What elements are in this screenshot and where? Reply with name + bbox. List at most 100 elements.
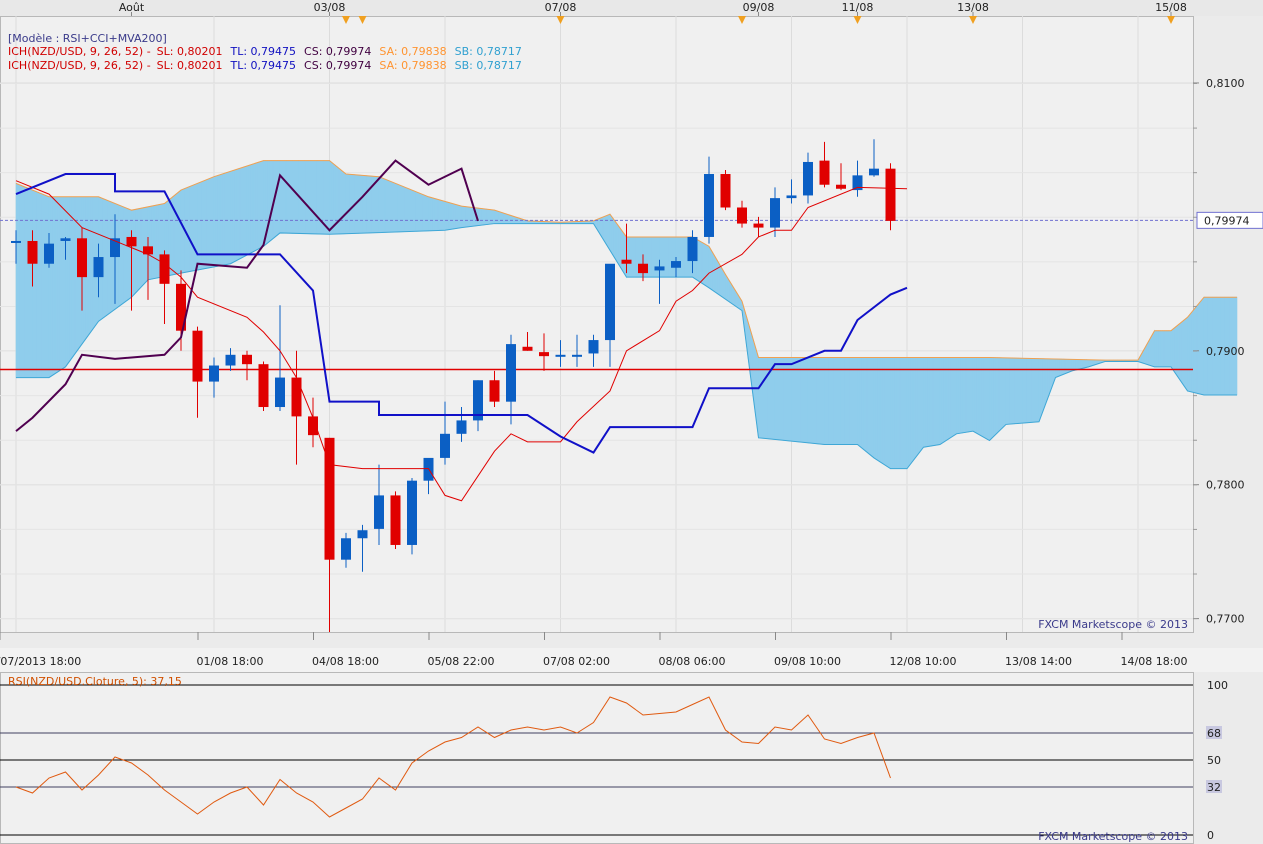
cloud-segment [1003,357,1007,428]
cloud-segment [36,191,42,378]
cloud-segment [397,183,405,233]
candle-body [473,380,483,421]
legend-sl: SL: 0,80201 [157,45,223,58]
cloud-segment [867,357,871,456]
cloud-segment [719,262,722,297]
rsi-level-label: 68 [1207,727,1221,740]
cloud-segment [941,357,945,444]
legend-sb: SB: 0,78717 [455,59,522,72]
cloud-segment [40,192,46,378]
candle-body [456,420,467,434]
cloud-segment [292,160,299,234]
cloud-segment [1079,359,1083,370]
cloud-segment [964,357,968,433]
candle-body [522,346,533,351]
cloud-segment [620,227,623,272]
cloud-segment [490,209,495,225]
cloud-segment [153,204,157,279]
cloud-segment [457,204,460,229]
cloud-segment [1178,321,1182,383]
cloud-segment [143,206,147,285]
top-axis-label: 07/08 [545,1,577,14]
cloud-segment [710,248,714,292]
candle-body [770,198,780,228]
cloud-segment [840,357,846,445]
cloud-segment [48,196,52,379]
cloud-segment [828,357,834,445]
cloud-segment [221,172,225,266]
cloud-segment [236,168,240,261]
candle-body [143,246,153,255]
cloud-segment [875,357,879,462]
cloud-segment [1183,318,1186,389]
candle-body [803,161,813,196]
cloud-segment [230,170,233,265]
chikou-line [15,159,479,432]
cloud-segment [331,161,334,235]
panel-separator [0,648,1263,672]
cloud-segment [1026,358,1032,424]
cloud-segment [415,191,423,232]
candle-body [374,495,384,529]
candle-body [621,259,632,264]
cloud-segment [607,213,611,252]
cloud-segment [178,189,182,274]
cloud-segment [908,357,912,467]
top-axis-label: 11/08 [842,1,874,14]
cloud-segment [343,171,347,235]
cloud-segment [896,357,900,469]
cloud-segment [362,175,367,234]
candle-body [506,344,516,402]
event-marker-icon [738,16,746,24]
cloud-segment [304,160,312,235]
cloud-segment [176,191,180,275]
cloud-segment [1168,330,1172,368]
cloud-segment [900,357,904,469]
candle-body [819,160,830,185]
legend-tl: TL: 0,79475 [229,45,296,58]
candle-body [852,175,863,191]
candle-body [638,263,648,274]
event-marker-icon [342,16,350,24]
cloud-segment [1170,328,1174,371]
cloud-segment [428,196,431,232]
cloud-segment [252,162,256,253]
candle-body [489,380,500,402]
cloud-segment [378,176,386,233]
y-tick-label: 0,7800 [1206,479,1245,492]
cloud-segment [1185,316,1188,392]
cloud-segment [906,357,910,470]
cloud-segment [69,196,72,363]
cloud-segment [448,202,452,230]
cloud-segment [89,196,93,334]
candle-body [539,352,549,357]
candle-body [390,495,401,545]
cloud-segment [725,273,728,302]
cloud-segment [700,241,704,285]
cloud-segment [698,239,702,284]
bottom-axis-label: 07/08 02:00 [543,655,610,668]
bottom-axis-label: 01/08 18:00 [197,655,264,668]
svg-text:ICH(NZD/USD, 9, 26, 52) -SL: 0: ICH(NZD/USD, 9, 26, 52) - SL: 0,80201 TL: … [8,59,522,72]
svg-text:ICH(NZD/USD, 9, 26, 52) -SL: 0: ICH(NZD/USD, 9, 26, 52) - SL: 0,80201 TL: … [8,45,522,58]
cloud-segment [1193,306,1197,394]
cloud-segment [1181,320,1184,386]
cloud-segment [477,207,483,226]
cloud-segment [279,160,287,234]
cloud-segment [1073,359,1077,371]
cloud-segment [337,166,341,235]
bottom-axis-label: 08/08 06:00 [659,655,726,668]
cloud-segment [358,174,363,234]
cloud-segment [54,196,58,375]
candle-body [27,240,38,264]
cloud-segment [23,186,29,378]
cloud-segment [434,198,438,231]
cloud-segment [50,196,54,377]
cloud-segment [873,357,877,460]
cloud-segment [611,216,615,259]
rsi-plot-background [0,672,1193,844]
cloud-segment [122,206,128,304]
cloud-segment [52,196,56,376]
cloud-segment [248,164,252,255]
cloud-segment [184,186,190,273]
